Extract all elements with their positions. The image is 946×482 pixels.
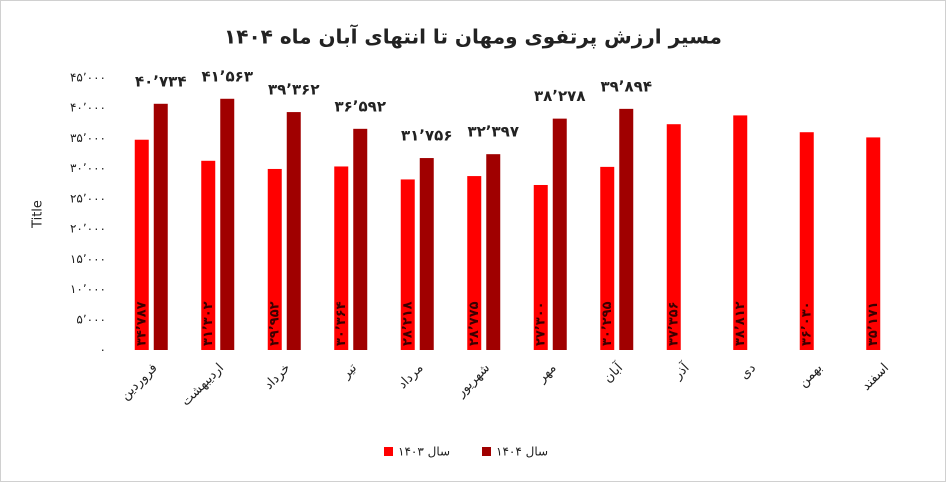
legend-swatch	[482, 447, 491, 456]
data-label: ۳۴٬۷۸۷	[134, 301, 149, 346]
data-label: ۳۱٬۷۵۶	[401, 127, 452, 145]
data-label: ۴۱٬۵۶۳	[202, 67, 253, 85]
data-label: ۳۰٬۳۶۴	[334, 301, 349, 346]
bar	[799, 132, 814, 350]
data-label: ۳۶٬۵۹۲	[335, 97, 386, 115]
legend-swatch	[384, 447, 393, 456]
y-tick-label: ۱۰٬۰۰۰	[70, 282, 106, 296]
data-label: ۲۷٬۳۰۰	[533, 301, 548, 346]
data-label: ۳۰٬۲۹۵	[600, 301, 615, 346]
data-label: ۳۹٬۸۹۴	[601, 77, 652, 95]
data-label: ۳۸٬۲۷۸	[534, 87, 585, 105]
data-label: ۳۹٬۳۶۲	[268, 81, 319, 99]
bar	[220, 98, 235, 351]
bar	[353, 128, 368, 350]
data-label: ۲۹٬۹۵۲	[267, 301, 282, 346]
bar	[619, 108, 634, 350]
chart-title: مسیر ارزش پرتفوی ومهان تا انتهای آبان ما…	[224, 24, 722, 50]
bar	[286, 112, 301, 350]
legend-label: سال ۱۴۰۴	[496, 445, 548, 459]
bar	[467, 176, 482, 350]
bar	[486, 154, 501, 350]
y-tick-label: ۵٬۰۰۰	[76, 312, 106, 326]
data-label: ۳۷٬۳۵۶	[666, 301, 681, 346]
bar	[552, 118, 567, 350]
data-label: ۲۸٬۷۷۵	[467, 301, 482, 346]
bar	[866, 137, 881, 350]
bar	[153, 103, 168, 350]
data-label: ۳۶٬۰۳۰	[799, 301, 814, 346]
data-label: ۴۰٬۷۳۴	[135, 72, 186, 90]
y-tick-label: ۳۰٬۰۰۰	[70, 161, 106, 175]
data-label: ۳۲٬۳۹۷	[468, 123, 519, 141]
data-label: ۳۸٬۸۱۲	[733, 301, 748, 346]
y-tick-label: ۲۰٬۰۰۰	[70, 222, 106, 236]
y-tick-label: ۰	[100, 343, 106, 357]
data-label: ۳۱٬۳۰۲	[201, 301, 216, 346]
y-tick-label: ۴۰٬۰۰۰	[70, 101, 106, 115]
bar	[533, 184, 548, 350]
bar	[733, 115, 748, 351]
bar	[201, 160, 216, 350]
y-tick-label: ۱۵٬۰۰۰	[70, 252, 106, 266]
legend-label: سال ۱۴۰۳	[398, 445, 450, 459]
bar	[334, 166, 349, 350]
bar	[600, 166, 615, 350]
bar	[267, 168, 282, 350]
y-tick-label: ۳۵٬۰۰۰	[70, 131, 106, 145]
bar	[400, 179, 415, 350]
data-label: ۲۸٬۲۱۸	[400, 301, 415, 346]
y-tick-label: ۲۵٬۰۰۰	[70, 191, 106, 205]
bar	[134, 139, 149, 350]
bar	[666, 124, 681, 350]
y-axis-label: Title	[31, 200, 46, 229]
data-label: ۳۵٬۱۷۱	[866, 301, 881, 346]
bar	[419, 158, 434, 350]
y-tick-label: ۴۵٬۰۰۰	[70, 71, 106, 85]
